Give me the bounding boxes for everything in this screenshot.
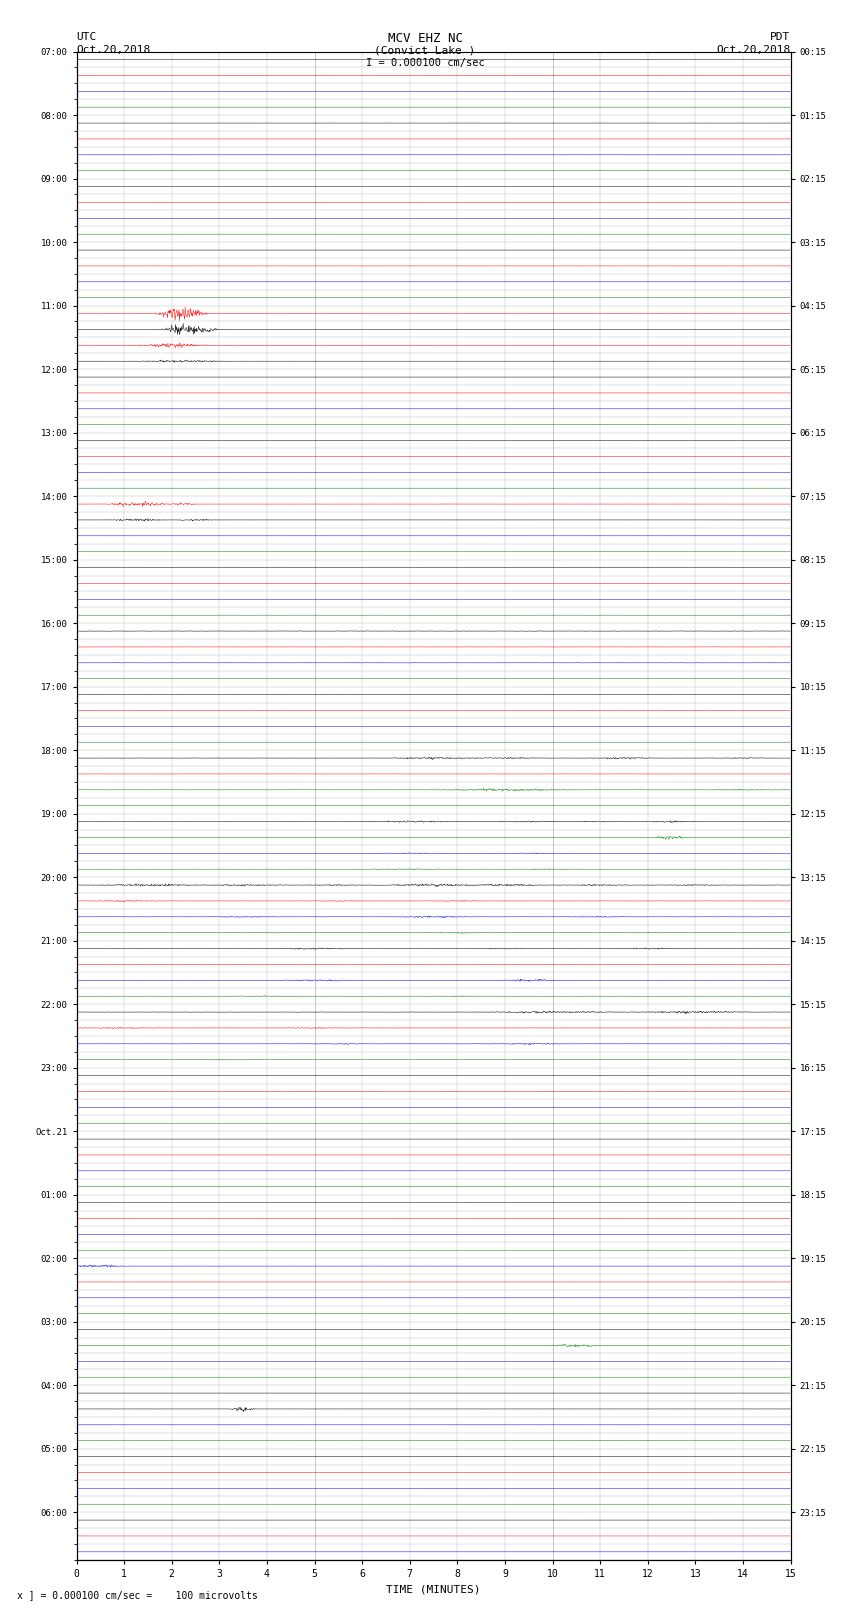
X-axis label: TIME (MINUTES): TIME (MINUTES) [386, 1584, 481, 1594]
Text: Oct.20,2018: Oct.20,2018 [717, 45, 790, 55]
Text: UTC: UTC [76, 32, 97, 42]
Text: I = 0.000100 cm/sec: I = 0.000100 cm/sec [366, 58, 484, 68]
Text: Oct.20,2018: Oct.20,2018 [76, 45, 150, 55]
Text: MCV EHZ NC: MCV EHZ NC [388, 32, 462, 45]
Text: PDT: PDT [770, 32, 790, 42]
Text: x ] = 0.000100 cm/sec =    100 microvolts: x ] = 0.000100 cm/sec = 100 microvolts [17, 1590, 258, 1600]
Text: (Convict Lake ): (Convict Lake ) [374, 45, 476, 55]
